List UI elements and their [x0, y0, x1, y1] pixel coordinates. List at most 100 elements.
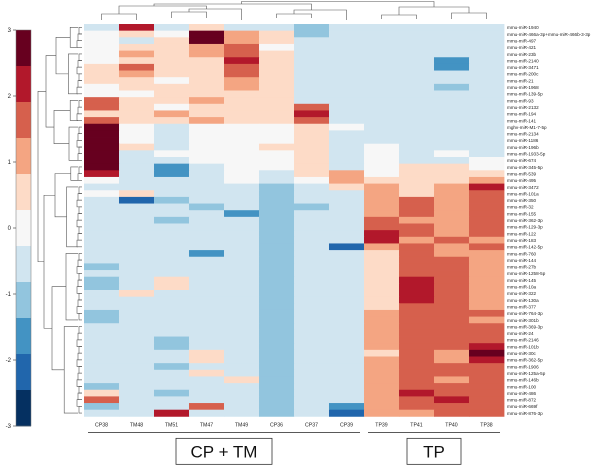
- heatmap-cell: [189, 389, 225, 397]
- heatmap-cell: [189, 303, 225, 311]
- heatmap-cell: [294, 163, 330, 171]
- heatmap-cell: [119, 250, 155, 258]
- heatmap-cell: [399, 223, 435, 231]
- heatmap-cell: [154, 110, 190, 118]
- heatmap-cell: [189, 90, 225, 98]
- heatmap-cell: [469, 117, 505, 125]
- heatmap-cell: [434, 250, 470, 258]
- row-label: mmu-miR-129-3p: [507, 225, 543, 230]
- heatmap-cell: [294, 283, 330, 291]
- colorbar-segment: [16, 246, 31, 283]
- row-label: mmu-miR-2146: [507, 338, 539, 343]
- row-label: mghv-miR-M1-7-5p: [507, 125, 547, 130]
- heatmap-cell: [259, 170, 295, 178]
- heatmap-cell: [259, 403, 295, 411]
- heatmap-cell: [189, 216, 225, 224]
- heatmap-cell: [294, 210, 330, 218]
- heatmap-cell: [259, 130, 295, 138]
- heatmap-cell: [329, 70, 365, 78]
- heatmap-cell: [329, 376, 365, 384]
- heatmap-cell: [294, 77, 330, 85]
- heatmap-cell: [259, 63, 295, 71]
- heatmap-cell: [434, 283, 470, 291]
- heatmap-cell: [154, 409, 190, 417]
- heatmap-cell: [224, 83, 260, 91]
- heatmap-cell: [469, 143, 505, 151]
- heatmap-cell: [259, 250, 295, 258]
- heatmap-cell: [399, 276, 435, 284]
- heatmap-cell: [399, 90, 435, 98]
- heatmap-cell: [154, 103, 190, 111]
- heatmap-cell: [399, 329, 435, 337]
- heatmap-cell: [294, 97, 330, 105]
- heatmap-cell: [364, 130, 400, 138]
- heatmap-cell: [294, 369, 330, 377]
- heatmap-cell: [434, 176, 470, 184]
- heatmap-cell: [434, 157, 470, 165]
- heatmap-cell: [84, 270, 120, 278]
- heatmap-cell: [364, 403, 400, 411]
- heatmap-cell: [224, 349, 260, 357]
- column-label: CP38: [95, 422, 108, 428]
- row-dendrogram-branch: [77, 259, 82, 268]
- heatmap-cell: [119, 243, 155, 251]
- column-label: TM49: [235, 422, 248, 428]
- heatmap-cell: [189, 103, 225, 111]
- heatmap-cell: [364, 230, 400, 238]
- heatmap-cell: [84, 70, 120, 78]
- heatmap-cell: [84, 243, 120, 251]
- row-label: mmu-miR-2132: [507, 105, 539, 110]
- heatmap-cell: [84, 103, 120, 111]
- heatmap-cell: [189, 223, 225, 231]
- row-label: mmu-miR-23b: [507, 52, 537, 57]
- heatmap-cell: [294, 150, 330, 158]
- heatmap-cell: [224, 389, 260, 397]
- heatmap-cell: [399, 150, 435, 158]
- colorbar-segment: [16, 30, 31, 67]
- heatmap-cell: [119, 83, 155, 91]
- row-dendrogram-branch: [77, 332, 82, 341]
- heatmap-cell: [224, 409, 260, 417]
- colorbar-tick-label: 1: [8, 160, 12, 166]
- row-dendrogram-branch: [76, 40, 82, 48]
- heatmap-cell: [119, 183, 155, 191]
- row-label: mmu-miR-32: [507, 205, 534, 210]
- heatmap-cell: [224, 323, 260, 331]
- heatmap-cell: [224, 183, 260, 191]
- heatmap-cell: [259, 369, 295, 377]
- heatmap-cell: [399, 70, 435, 78]
- row-label: mmu-miR-301b: [507, 318, 539, 323]
- heatmap-cell: [399, 163, 435, 171]
- colorbar-tick-label: 3: [8, 28, 12, 34]
- heatmap-cell: [329, 323, 365, 331]
- heatmap-cell: [224, 403, 260, 411]
- heatmap-cell: [434, 296, 470, 304]
- heatmap-cell: [259, 97, 295, 105]
- heatmap-cell: [294, 396, 330, 404]
- row-label: mmu-miR-350: [507, 198, 537, 203]
- heatmap-cell: [189, 263, 225, 271]
- heatmap-cell: [189, 276, 225, 284]
- row-dendrogram-branch: [77, 392, 82, 401]
- heatmap-cell: [119, 356, 155, 364]
- heatmap-cell: [469, 270, 505, 278]
- row-dendrogram-branch: [78, 73, 82, 81]
- heatmap-cell: [189, 30, 225, 38]
- heatmap-cell: [189, 296, 225, 304]
- row-label: mmu-miR-764-3p: [507, 311, 543, 316]
- heatmap-cell: [259, 117, 295, 125]
- row-dendrogram-branch: [78, 226, 82, 234]
- heatmap-cell: [224, 290, 260, 298]
- heatmap-cell: [364, 150, 400, 158]
- heatmap-cell: [119, 283, 155, 291]
- row-dendrogram-branch: [45, 55, 56, 128]
- heatmap-cell: [84, 183, 120, 191]
- heatmap-cell: [119, 216, 155, 224]
- row-label: mmu-miR-100: [507, 384, 537, 389]
- heatmap-cell: [259, 236, 295, 244]
- heatmap-cell: [329, 216, 365, 224]
- column-dendrogram-branch: [118, 5, 207, 14]
- heatmap-cell: [329, 110, 365, 118]
- row-dendrogram-branch: [63, 326, 78, 414]
- heatmap-cell: [259, 190, 295, 198]
